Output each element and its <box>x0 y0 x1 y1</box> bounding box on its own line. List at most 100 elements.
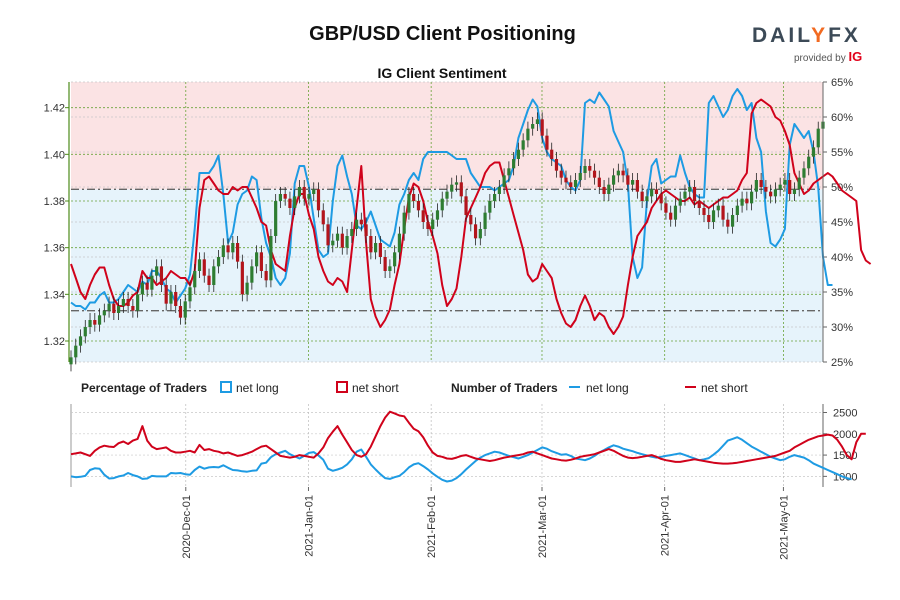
date-tick-label: 2021-Jan-01 <box>303 495 315 557</box>
candle-body <box>688 187 692 192</box>
candle-body <box>297 187 302 197</box>
candle-body <box>697 201 701 208</box>
candle-body <box>126 299 130 306</box>
candle-body <box>564 177 568 183</box>
candle-body <box>550 149 554 159</box>
candle-body <box>331 240 335 246</box>
candle-body <box>678 198 682 206</box>
candle-body <box>635 180 639 192</box>
candle-body <box>764 187 768 192</box>
candle-body <box>802 168 806 178</box>
candle-body <box>554 159 559 171</box>
candle-body <box>516 149 520 159</box>
candle-body <box>640 191 644 201</box>
candle-body <box>792 189 797 194</box>
candle-body <box>145 282 149 290</box>
candle-body <box>721 205 725 220</box>
price-tick-label: 1.38 <box>44 196 65 208</box>
candle-body <box>730 215 735 227</box>
candle-body <box>226 245 230 253</box>
pct-tick-label: 30% <box>831 322 853 334</box>
candle-body <box>469 215 473 225</box>
dailyfx-wordmark: DAILYFX <box>752 24 872 48</box>
candle-body <box>178 306 183 318</box>
candle-body <box>797 177 801 190</box>
candle-body <box>69 357 73 365</box>
candle-body <box>174 292 178 306</box>
candle-body <box>783 180 787 185</box>
candle-body <box>131 306 135 311</box>
candle-body <box>773 189 778 197</box>
candle-body <box>235 243 240 262</box>
date-tick-label: 2021-May-01 <box>778 495 790 560</box>
candle-body <box>740 198 744 206</box>
pct-tick-label: 65% <box>831 77 853 89</box>
candle-body <box>216 257 221 267</box>
legend-pct-long-label: net long <box>236 381 279 395</box>
candle-body <box>102 310 106 316</box>
logo-part-i: I <box>788 24 798 47</box>
logo-part-y: Y <box>811 24 829 47</box>
candle-body <box>559 170 563 178</box>
candle-body <box>650 189 654 197</box>
candle-body <box>397 233 402 253</box>
candle-body <box>616 170 620 176</box>
candle-body <box>735 205 739 215</box>
provided-by-text: provided by <box>794 53 846 64</box>
net-long-pct-line <box>70 88 833 311</box>
candle-body <box>183 301 187 318</box>
traders-tick-label: 2000 <box>833 429 857 441</box>
candle-body <box>454 182 459 185</box>
candle-body <box>654 189 659 194</box>
legend-pct-short-label: net short <box>352 381 399 395</box>
candle-body <box>335 233 340 241</box>
candle-body <box>745 198 749 204</box>
candle-body <box>221 245 225 257</box>
pct-tick-label: 40% <box>831 252 853 264</box>
candle-body <box>350 229 354 236</box>
candle-body <box>664 203 668 213</box>
candle-body <box>569 182 573 187</box>
candle-body <box>750 191 754 204</box>
candle-body <box>716 205 720 211</box>
candle-body <box>816 128 820 148</box>
candle-body <box>416 201 421 211</box>
candle-body <box>788 180 792 194</box>
legend: Percentage of Traders net long net short… <box>81 381 748 395</box>
candle-body <box>459 182 463 197</box>
candle-body <box>502 175 506 187</box>
candle-body <box>611 175 616 185</box>
pct-tick-label: 45% <box>831 217 853 229</box>
pct-tick-label: 25% <box>831 357 853 369</box>
price-tick-label: 1.34 <box>44 289 65 301</box>
ig-logo: IG <box>848 49 863 64</box>
candle-body <box>231 243 235 253</box>
candle-body <box>321 210 325 225</box>
candle-body <box>726 219 730 227</box>
candle-body <box>435 210 440 220</box>
candle-body <box>597 177 601 187</box>
candle-body <box>136 294 140 311</box>
candle-body <box>269 236 273 281</box>
candle-body <box>526 128 530 141</box>
candle-body <box>212 266 216 285</box>
legend-pct-long-swatch <box>220 381 232 393</box>
candle-body <box>393 252 397 267</box>
candle-body <box>116 306 121 313</box>
candle-body <box>483 212 487 229</box>
candle-body <box>621 170 625 176</box>
candle-body <box>74 345 78 358</box>
candle-body <box>150 275 154 290</box>
pct-tick-label: 50% <box>831 182 853 194</box>
candle-body <box>450 184 454 192</box>
candle-body <box>759 180 763 187</box>
provided-by: provided by IG <box>752 49 872 64</box>
candle-body <box>478 229 482 239</box>
candle-body <box>164 285 168 304</box>
candle-body <box>307 194 311 199</box>
candlesticks <box>69 112 825 372</box>
candle-body <box>93 320 97 325</box>
candle-body <box>521 140 525 150</box>
